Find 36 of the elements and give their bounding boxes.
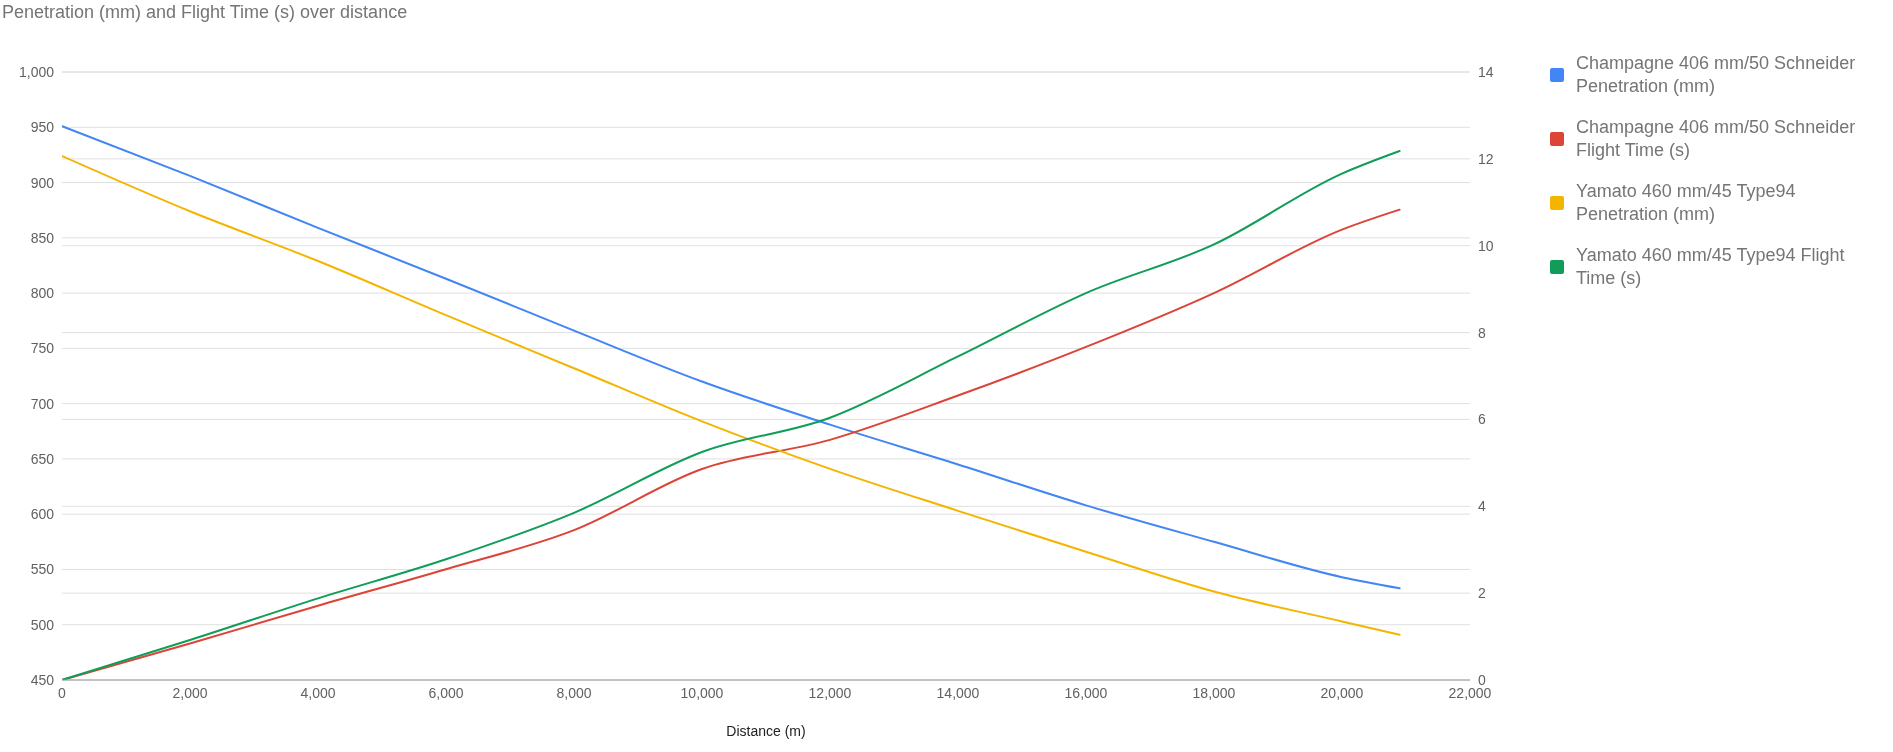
y-tick-label: 550 xyxy=(30,561,55,578)
x-tick-label: 6,000 xyxy=(428,684,464,701)
y-tick-label: 650 xyxy=(30,450,55,467)
legend-label: Yamato 460 mm/45 Type94 Penetration (mm) xyxy=(1576,180,1797,226)
y2-tick-label: 4 xyxy=(1478,498,1486,515)
y2-tick-label: 8 xyxy=(1478,324,1486,341)
x-tick-label: 10,000 xyxy=(680,684,724,701)
legend-label: Champagne 406 mm/50 Schneider Flight Time (s) xyxy=(1576,116,1857,162)
x-tick-label: 16,000 xyxy=(1064,684,1108,701)
legend-label: Yamato 460 mm/45 Type94 Flight Time (s) xyxy=(1576,244,1846,290)
x-tick-label: 12,000 xyxy=(808,684,852,701)
y-tick-label: 800 xyxy=(30,285,55,302)
y-tick-label: 450 xyxy=(30,671,55,688)
x-axis-title: Distance (m) xyxy=(726,723,806,739)
x-tick-label: 20,000 xyxy=(1320,684,1364,701)
y2-tick-label: 12 xyxy=(1478,150,1494,167)
y-tick-label: 850 xyxy=(30,229,55,246)
y-tick-label: 700 xyxy=(30,395,55,412)
chart-title: Penetration (mm) and Flight Time (s) over distance xyxy=(1,1,409,24)
y2-tick-label: 2 xyxy=(1478,585,1486,602)
y2-tick-label: 6 xyxy=(1478,411,1486,428)
y-tick-label: 1,000 xyxy=(18,63,55,80)
x-tick-label: 14,000 xyxy=(936,684,980,701)
y-tick-label: 950 xyxy=(30,119,55,136)
x-tick-label: 4,000 xyxy=(300,684,336,701)
y-tick-label: 600 xyxy=(30,506,55,523)
y2-tick-label: 14 xyxy=(1478,63,1494,80)
x-tick-label: 2,000 xyxy=(172,684,208,701)
legend-label: Champagne 406 mm/50 Schneider Penetration (mm) xyxy=(1576,52,1857,98)
x-tick-label: 0 xyxy=(58,684,67,701)
y-tick-label: 500 xyxy=(30,616,55,633)
x-tick-label: 18,000 xyxy=(1192,684,1236,701)
y-tick-label: 750 xyxy=(30,340,55,357)
y2-tick-label: 10 xyxy=(1478,237,1494,254)
y-tick-label: 900 xyxy=(30,174,55,191)
x-tick-label: 8,000 xyxy=(556,684,592,701)
